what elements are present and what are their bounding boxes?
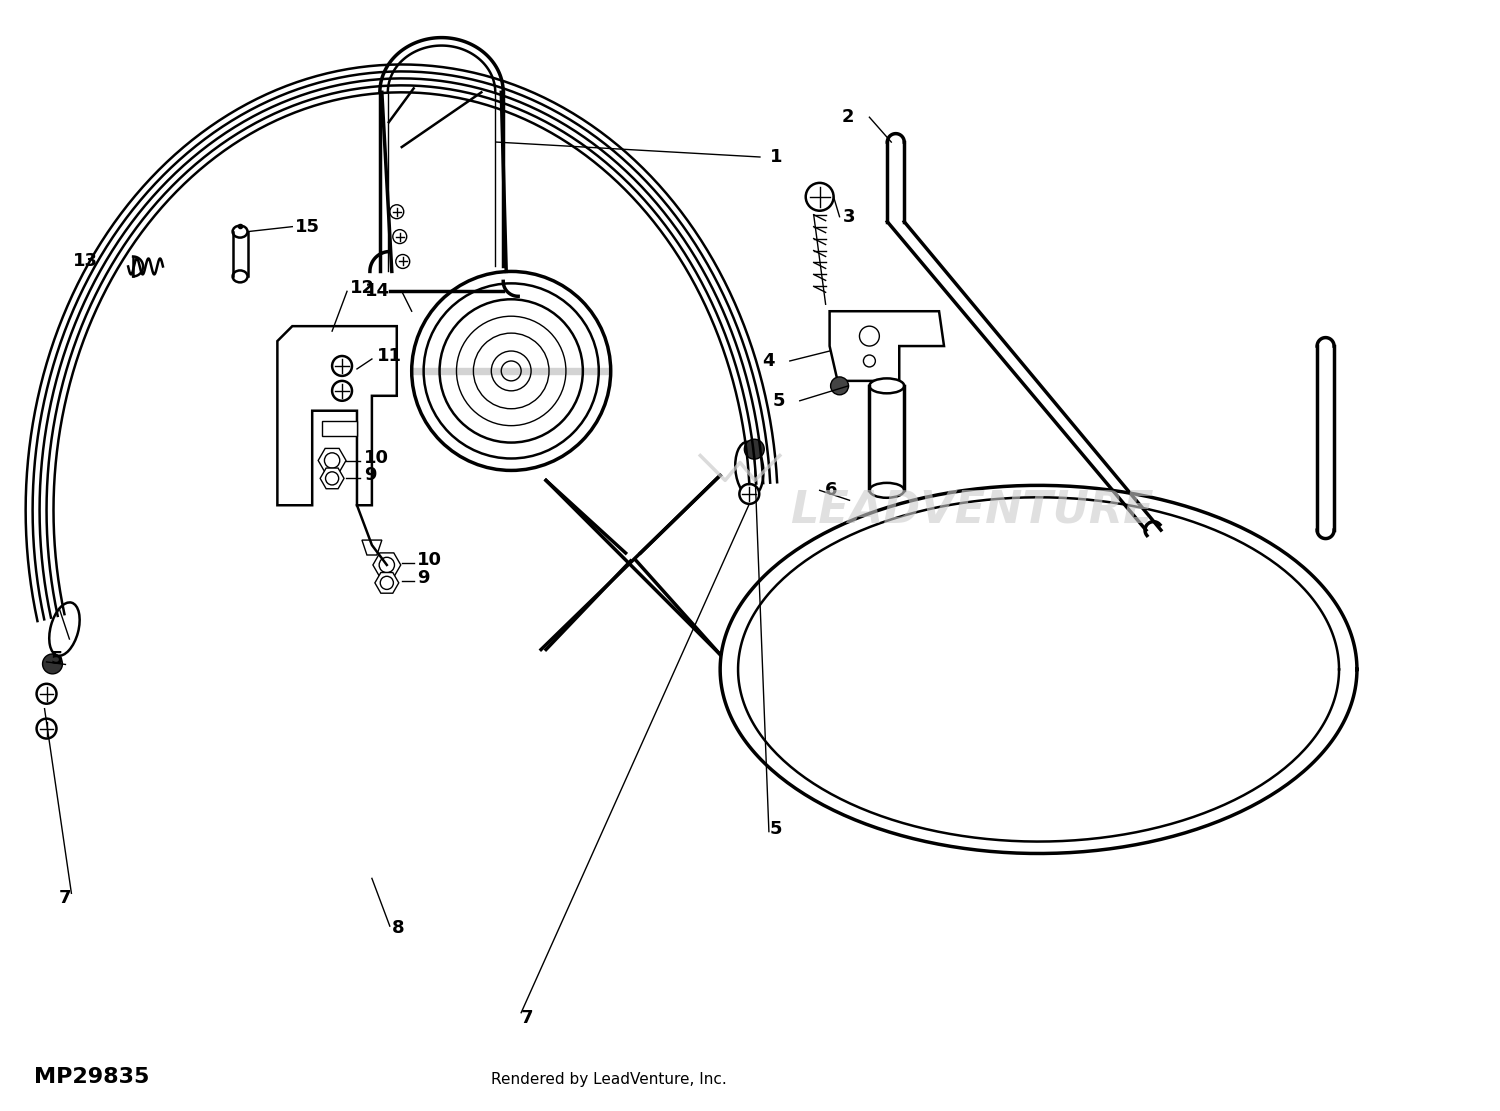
- Text: 6: 6: [825, 481, 837, 499]
- Circle shape: [396, 254, 410, 269]
- Text: 10: 10: [417, 551, 441, 569]
- Circle shape: [390, 204, 404, 219]
- Circle shape: [740, 484, 759, 504]
- Text: 5: 5: [770, 820, 783, 838]
- Text: 2: 2: [842, 108, 855, 127]
- Text: 5: 5: [51, 650, 63, 669]
- Polygon shape: [830, 311, 944, 381]
- Text: MP29835: MP29835: [33, 1068, 148, 1088]
- Text: 8: 8: [392, 919, 405, 937]
- Text: 7: 7: [58, 889, 70, 908]
- Circle shape: [744, 439, 764, 459]
- Polygon shape: [320, 468, 344, 489]
- Polygon shape: [318, 449, 346, 472]
- Text: 7: 7: [520, 1009, 534, 1027]
- Ellipse shape: [232, 270, 248, 282]
- Text: 10: 10: [364, 450, 388, 468]
- Ellipse shape: [735, 442, 764, 497]
- Ellipse shape: [232, 226, 248, 238]
- Polygon shape: [362, 540, 382, 556]
- Polygon shape: [278, 327, 398, 506]
- Text: 11: 11: [376, 347, 402, 366]
- Circle shape: [831, 377, 849, 394]
- Circle shape: [332, 381, 352, 401]
- Text: 9: 9: [417, 569, 429, 587]
- Text: Rendered by LeadVenture, Inc.: Rendered by LeadVenture, Inc.: [492, 1072, 728, 1087]
- Text: 15: 15: [296, 218, 321, 236]
- Circle shape: [36, 719, 57, 739]
- Text: 13: 13: [74, 252, 99, 270]
- Ellipse shape: [870, 379, 904, 393]
- Circle shape: [332, 356, 352, 376]
- Polygon shape: [374, 553, 400, 577]
- Text: 1: 1: [770, 148, 783, 166]
- Text: 12: 12: [350, 279, 375, 298]
- Text: 5: 5: [772, 392, 784, 410]
- Circle shape: [36, 683, 57, 703]
- Polygon shape: [322, 421, 357, 436]
- Text: 3: 3: [843, 208, 855, 226]
- Circle shape: [806, 183, 834, 211]
- Text: LEADVENTURE: LEADVENTURE: [790, 489, 1154, 532]
- Circle shape: [42, 654, 63, 674]
- Ellipse shape: [50, 602, 80, 655]
- Text: 4: 4: [762, 352, 776, 370]
- Text: 14: 14: [364, 282, 390, 300]
- Polygon shape: [375, 572, 399, 593]
- Text: 9: 9: [364, 467, 376, 484]
- Ellipse shape: [870, 483, 904, 498]
- Circle shape: [393, 230, 406, 243]
- Polygon shape: [621, 550, 651, 580]
